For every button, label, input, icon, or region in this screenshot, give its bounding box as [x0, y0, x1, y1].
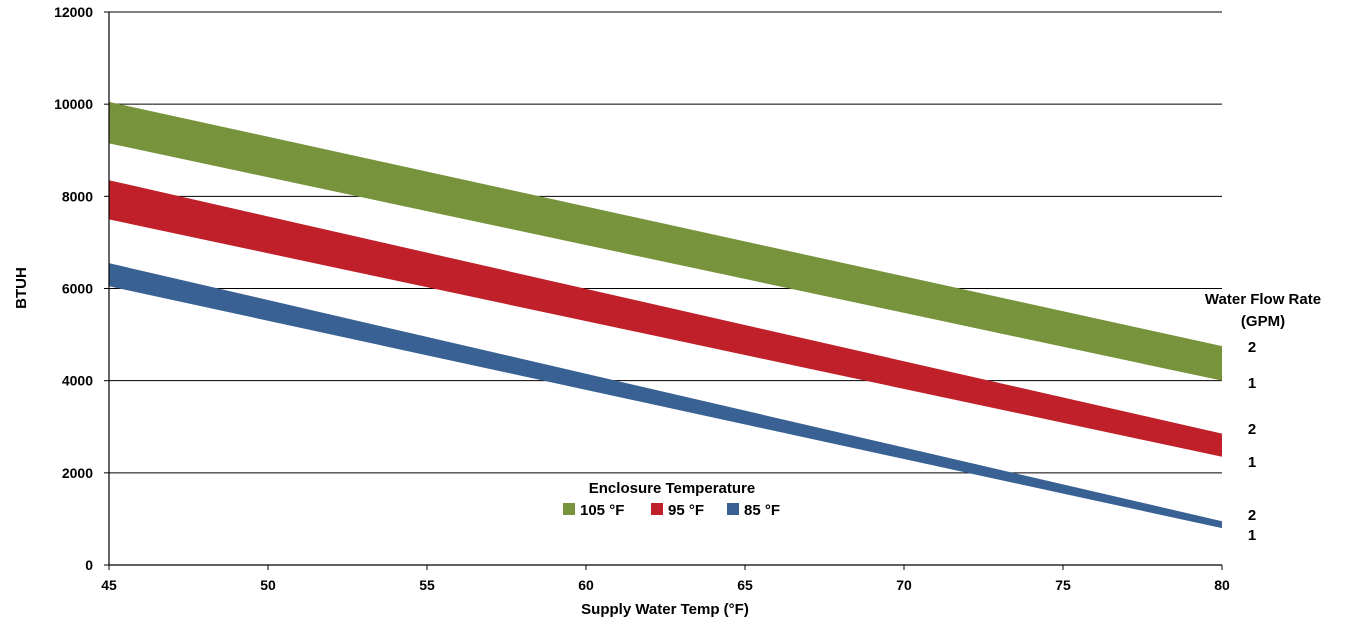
- legend: Enclosure Temperature 105 °F 95 °F 85 °F: [563, 480, 780, 519]
- flow-rate-title-line1: Water Flow Rate: [1205, 291, 1321, 308]
- legend-label: 105 °F: [580, 502, 624, 519]
- legend-swatch: [727, 503, 739, 515]
- y-tick-label: 12000: [54, 4, 93, 20]
- flow-rate-value-label: 2: [1248, 339, 1256, 356]
- legend-title: Enclosure Temperature: [589, 480, 755, 497]
- flow-rate-value-label: 1: [1248, 375, 1256, 392]
- x-axis-title: Supply Water Temp (°F): [581, 601, 749, 618]
- x-tick-label: 50: [260, 577, 276, 593]
- flow-rate-value-label: 1: [1248, 454, 1256, 471]
- y-axis-title: BTUH: [13, 267, 30, 309]
- y-tick-label: 8000: [62, 188, 93, 204]
- flow-rate-value-label: 2: [1248, 507, 1256, 524]
- flow-rate-title-line2: (GPM): [1241, 313, 1285, 330]
- flow-rate-value-label: 2: [1248, 421, 1256, 438]
- flow-rate-value-label: 1: [1248, 527, 1256, 544]
- band-105Ff: [109, 101, 1222, 381]
- x-tick-label: 45: [101, 577, 117, 593]
- band-85Ff: [109, 263, 1222, 529]
- x-tick-label: 80: [1214, 577, 1230, 593]
- y-tick-label: 2000: [62, 465, 93, 481]
- y-tick-label: 6000: [62, 281, 93, 297]
- legend-swatch: [651, 503, 663, 515]
- y-tick-label: 4000: [62, 373, 93, 389]
- series-bands: [109, 101, 1222, 529]
- flow-rate-labels: Water Flow Rate (GPM) 2 1 2 1 2 1: [1205, 291, 1321, 544]
- x-tick-label: 60: [578, 577, 594, 593]
- legend-label: 85 °F: [744, 502, 780, 519]
- y-tick-label: 0: [85, 557, 93, 573]
- x-tick-label: 75: [1055, 577, 1071, 593]
- legend-label: 95 °F: [668, 502, 704, 519]
- x-tick-labels: 45 50 55 60 65 70 75 80: [101, 565, 1230, 593]
- x-tick-label: 55: [419, 577, 435, 593]
- legend-swatch: [563, 503, 575, 515]
- gridlines: [109, 11, 1222, 474]
- y-tick-labels: 0 2000 4000 6000 8000 10000 12000: [54, 4, 109, 573]
- band-95Ff: [109, 180, 1222, 457]
- x-tick-label: 65: [737, 577, 753, 593]
- x-tick-label: 70: [896, 577, 912, 593]
- y-tick-label: 10000: [54, 96, 93, 112]
